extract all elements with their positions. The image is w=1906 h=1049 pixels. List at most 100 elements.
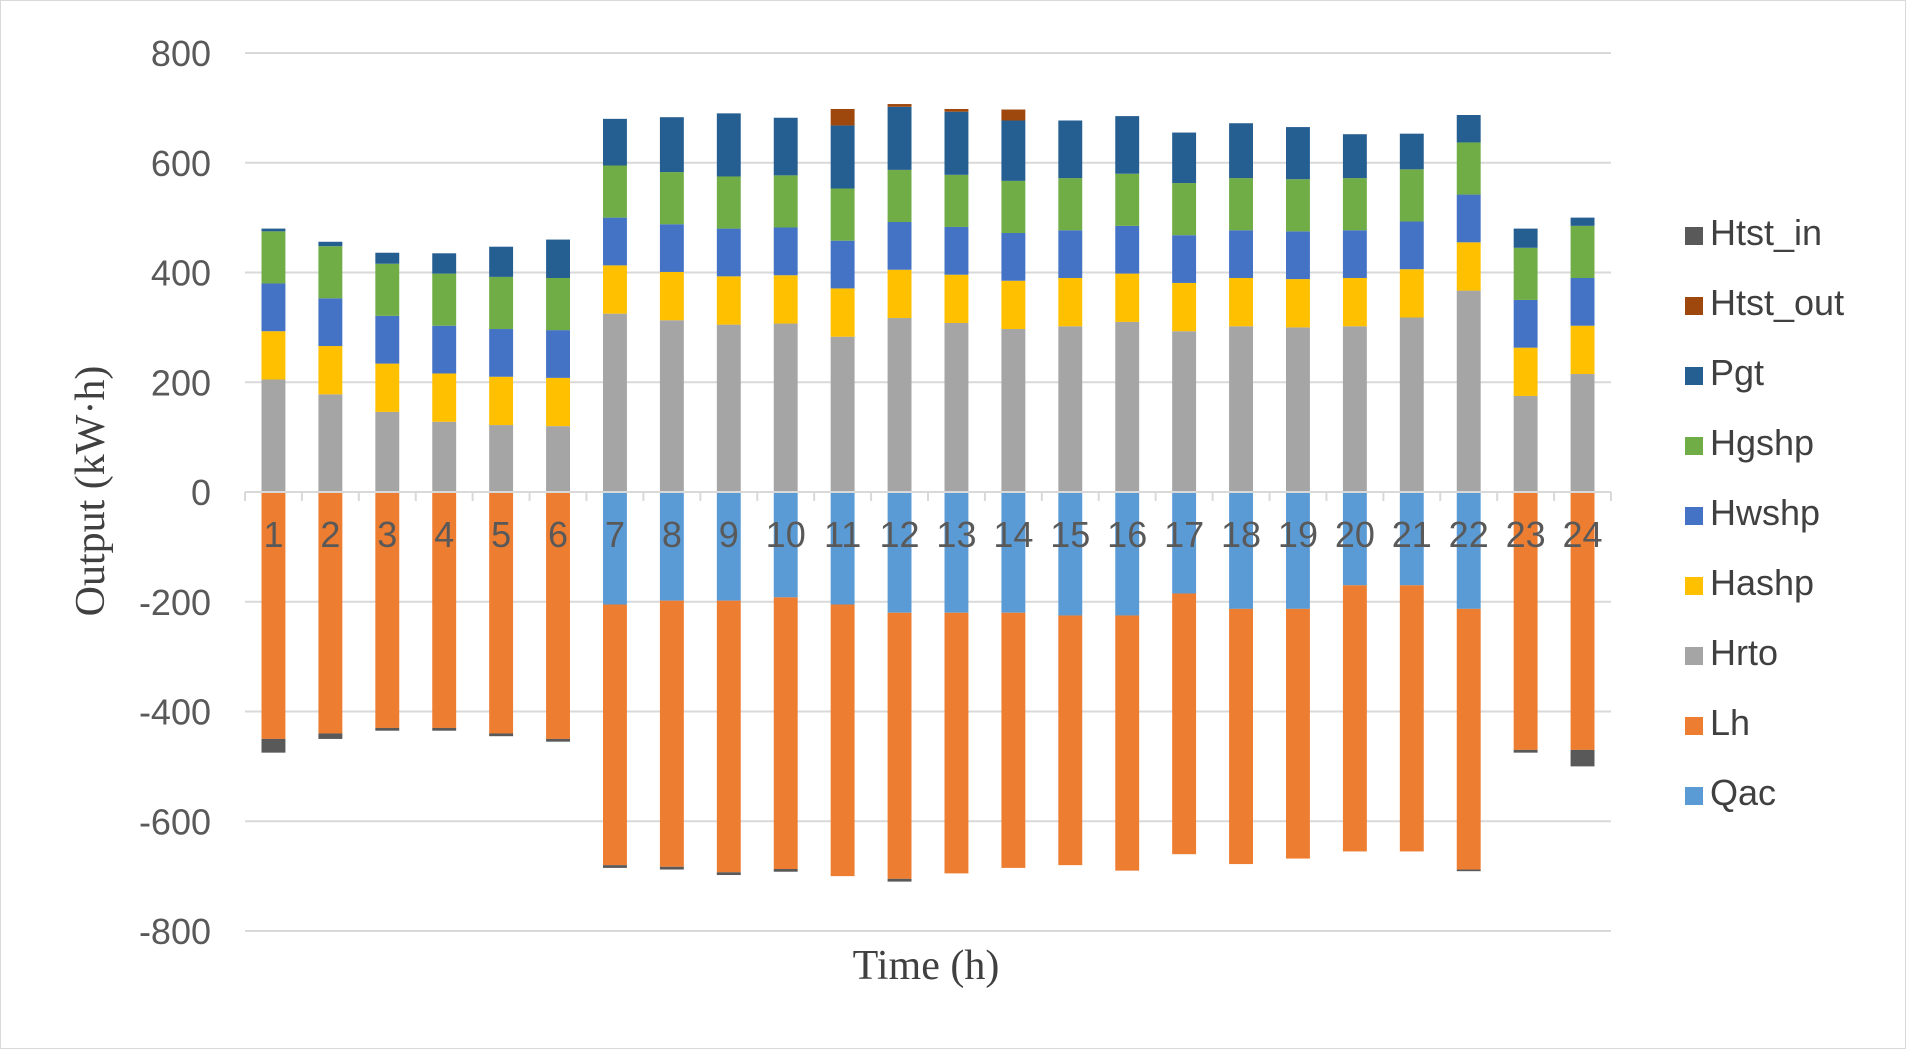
x-category-label: 22 bbox=[1449, 514, 1489, 555]
legend-label-hgshp: Hgshp bbox=[1710, 422, 1814, 463]
bar-pgt-17 bbox=[1172, 132, 1197, 184]
bar-hrto-21 bbox=[1399, 317, 1424, 492]
bar-hwshp-10 bbox=[773, 227, 798, 276]
bar-pgt-7 bbox=[603, 118, 627, 166]
x-category-label: 21 bbox=[1392, 514, 1432, 555]
y-axis-title: Output (kW·h) bbox=[68, 366, 114, 617]
bar-qac-18 bbox=[1229, 492, 1253, 609]
bar-qac-11 bbox=[830, 492, 855, 605]
bar-hrto-23 bbox=[1513, 395, 1538, 492]
bar-pgt-23 bbox=[1513, 228, 1538, 248]
bar-lh-10 bbox=[773, 597, 798, 869]
bar-hgshp-6 bbox=[546, 277, 570, 331]
x-category-label: 4 bbox=[434, 514, 454, 555]
bar-htst-in-22 bbox=[1456, 869, 1481, 872]
bar-hashp-3 bbox=[375, 363, 400, 412]
bar-pgt-12 bbox=[887, 106, 912, 170]
y-tick-label: -600 bbox=[139, 801, 211, 842]
bar-hrto-5 bbox=[489, 425, 514, 492]
bar-hgshp-9 bbox=[716, 176, 741, 229]
bar-hrto-20 bbox=[1342, 326, 1367, 492]
bar-hashp-17 bbox=[1172, 282, 1197, 332]
bar-hgshp-3 bbox=[375, 263, 400, 316]
legend-label-lh: Lh bbox=[1710, 702, 1750, 743]
bar-lh-3 bbox=[375, 492, 400, 728]
bar-qac-15 bbox=[1058, 492, 1083, 616]
x-category-label: 17 bbox=[1164, 514, 1204, 555]
bar-qac-9 bbox=[716, 492, 741, 601]
bar-hrto-16 bbox=[1115, 321, 1140, 492]
bar-lh-2 bbox=[318, 492, 343, 734]
bar-hwshp-8 bbox=[659, 224, 684, 272]
bar-lh-8 bbox=[659, 600, 684, 867]
bar-hrto-1 bbox=[261, 379, 286, 492]
bar-lh-13 bbox=[944, 612, 969, 874]
x-category-label: 11 bbox=[824, 514, 861, 555]
bar-hashp-9 bbox=[716, 276, 741, 325]
bar-htst-in-3 bbox=[375, 727, 400, 731]
bar-hgshp-22 bbox=[1456, 142, 1481, 195]
bar-pgt-11 bbox=[830, 125, 855, 189]
bar-hwshp-17 bbox=[1172, 235, 1197, 283]
bar-pgt-22 bbox=[1456, 115, 1481, 143]
bar-pgt-18 bbox=[1229, 123, 1253, 179]
y-tick-label: 200 bbox=[151, 362, 211, 403]
bar-htst-in-12 bbox=[887, 878, 912, 882]
bar-pgt-13 bbox=[944, 111, 969, 175]
bar-pgt-6 bbox=[546, 239, 570, 278]
bar-pgt-15 bbox=[1058, 120, 1083, 179]
bar-hashp-18 bbox=[1229, 277, 1253, 327]
bar-qac-20 bbox=[1342, 492, 1367, 586]
x-category-label: 7 bbox=[605, 514, 625, 555]
bar-hashp-11 bbox=[830, 288, 855, 337]
bar-lh-1 bbox=[261, 492, 286, 739]
x-category-labels: 1 2 3 4 5 6 7 8 9 10 11 12 13 14 15 16 17 18 19 20 21 22 23 24 bbox=[263, 514, 1602, 555]
bar-hgshp-11 bbox=[830, 188, 855, 241]
bar-pgt-19 bbox=[1286, 127, 1310, 180]
bar-qac-16 bbox=[1115, 492, 1140, 616]
bar-lh-19 bbox=[1286, 608, 1310, 859]
bar-htst-out-11 bbox=[830, 108, 855, 126]
legend-label-pgt: Pgt bbox=[1710, 352, 1764, 393]
bar-pgt-20 bbox=[1342, 134, 1367, 179]
bar-qac-8 bbox=[659, 492, 684, 601]
gridlines bbox=[245, 52, 1611, 932]
bar-hgshp-20 bbox=[1342, 178, 1367, 231]
y-tick-label: 400 bbox=[151, 253, 211, 294]
bar-hashp-7 bbox=[603, 265, 627, 314]
bar-lh-4 bbox=[432, 492, 457, 728]
legend-label-htst-in: Htst_in bbox=[1710, 212, 1822, 253]
bar-hgshp-10 bbox=[773, 175, 798, 228]
x-category-label: 16 bbox=[1107, 514, 1147, 555]
bar-qac-22 bbox=[1456, 492, 1481, 609]
bar-hgshp-1 bbox=[261, 231, 286, 284]
x-category-label: 3 bbox=[377, 514, 397, 555]
bar-htst-out-13 bbox=[944, 108, 969, 112]
legend-label-hwshp: Hwshp bbox=[1710, 492, 1820, 533]
legend-label-hrto: Hrto bbox=[1710, 632, 1778, 673]
legend-swatch-hashp bbox=[1685, 577, 1703, 595]
bar-hashp-8 bbox=[659, 271, 684, 321]
bar-hgshp-23 bbox=[1513, 247, 1538, 300]
bar-hrto-22 bbox=[1456, 290, 1481, 492]
bar-lh-16 bbox=[1115, 615, 1140, 871]
bar-lh-12 bbox=[887, 612, 912, 879]
bar-hwshp-24 bbox=[1570, 277, 1595, 326]
bar-htst-in-4 bbox=[432, 727, 457, 731]
bar-hashp-6 bbox=[546, 377, 570, 427]
legend-label-htst-out: Htst_out bbox=[1710, 282, 1844, 323]
y-tick-label: -400 bbox=[139, 692, 211, 733]
bar-hashp-23 bbox=[1513, 347, 1538, 396]
bar-qac-7 bbox=[603, 492, 627, 605]
bar-pgt-4 bbox=[432, 253, 457, 274]
legend-swatch-hgshp bbox=[1685, 437, 1703, 455]
legend-swatch-lh bbox=[1685, 717, 1703, 735]
bar-hwshp-21 bbox=[1399, 221, 1424, 270]
bar-hwshp-22 bbox=[1456, 194, 1481, 243]
bar-lh-23 bbox=[1513, 492, 1538, 750]
bar-hwshp-19 bbox=[1286, 231, 1310, 280]
bar-hgshp-18 bbox=[1229, 178, 1253, 231]
bar-hwshp-11 bbox=[830, 240, 855, 289]
bar-hashp-2 bbox=[318, 346, 343, 395]
